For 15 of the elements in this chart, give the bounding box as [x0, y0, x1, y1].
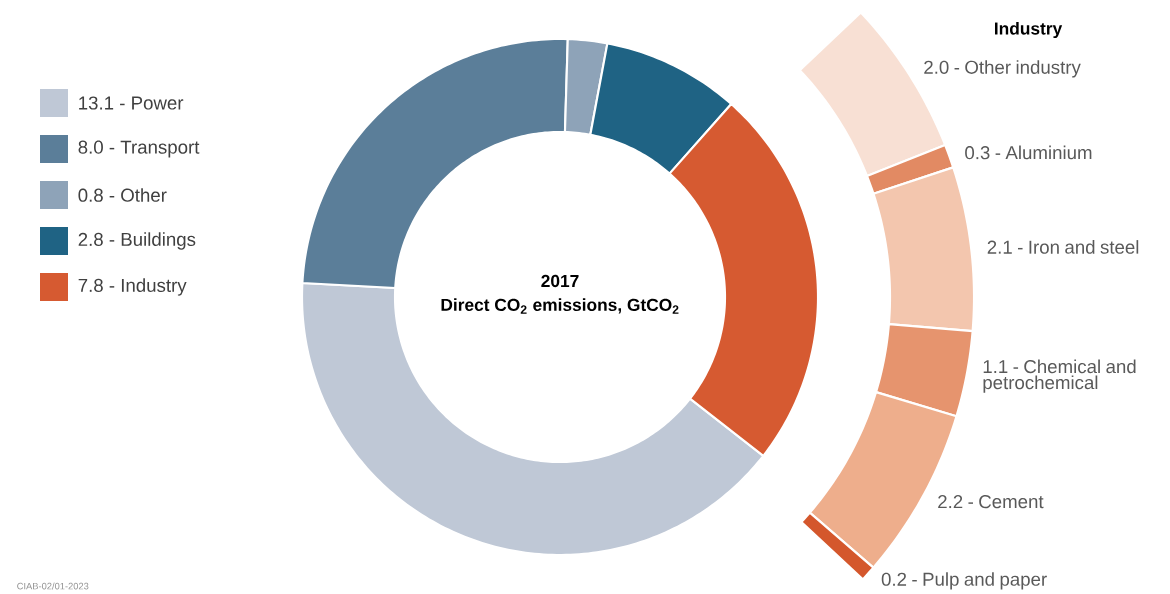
slice-label: 1.1 - Chemical and petrochemical	[983, 359, 1136, 393]
slice-label: 0.2 - Pulp and paper	[881, 572, 1047, 590]
slice-label: 2.1 - Iron and steel	[987, 240, 1139, 254]
chart-title: Industry	[994, 21, 1063, 39]
text: CIAB-02/01-2023	[17, 582, 89, 590]
legend-label: 2.8 - Buildings	[78, 232, 196, 250]
slice-label: 2.2 - Cement	[938, 495, 1044, 509]
legend-label: 7.8 - Industry	[78, 278, 187, 296]
legend-label: 8.0 - Transport	[78, 140, 200, 158]
text: 2017	[541, 274, 579, 288]
legend-label: 0.8 - Other	[78, 188, 167, 202]
text: Direct CO$_{2}$ emissions, GtCO$_{2}$	[441, 298, 679, 314]
slice-label: 2.0 - Other industry	[924, 60, 1081, 78]
slice-label: 0.3 - Aluminium	[965, 145, 1092, 160]
legend-label: 13.1 - Power	[79, 96, 184, 110]
